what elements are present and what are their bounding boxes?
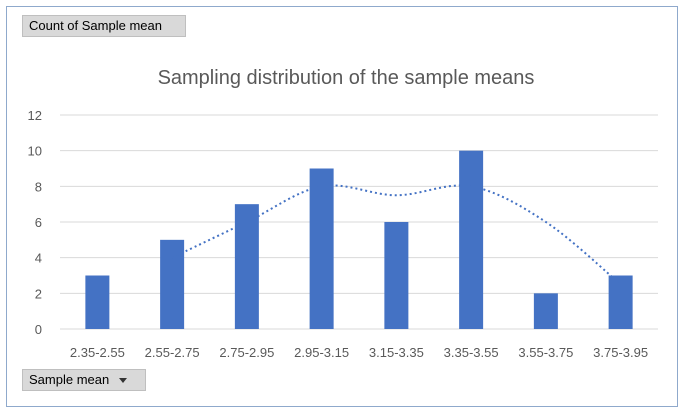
y-tick-label: 2: [35, 286, 42, 301]
x-tick-label: 3.15-3.35: [369, 345, 424, 360]
bar[interactable]: [384, 222, 409, 329]
trendline: [171, 184, 622, 286]
x-axis-ticks: 2.35-2.55 2.55-2.75 2.75-2.95 2.95-3.15 3.15…: [70, 345, 648, 360]
y-tick-label: 12: [28, 108, 42, 123]
chart-title: Sampling distribution of the sample mean…: [158, 67, 535, 89]
bar[interactable]: [160, 239, 185, 329]
bars: [85, 150, 633, 330]
x-tick-label: 2.55-2.75: [145, 345, 200, 360]
moving-average-line: [171, 184, 622, 286]
y-axis-ticks: 0 2 4 6 8 10 12: [28, 108, 42, 337]
x-tick-label: 2.75-2.95: [219, 345, 274, 360]
y-tick-label: 10: [28, 144, 42, 159]
bar[interactable]: [309, 168, 334, 330]
x-tick-label: 3.55-3.75: [518, 345, 573, 360]
chevron-down-icon[interactable]: [119, 378, 128, 384]
y-tick-label: 8: [35, 179, 42, 194]
values-field-label: Count of Sample mean: [29, 18, 162, 33]
bar[interactable]: [459, 150, 484, 329]
y-tick-label: 0: [35, 322, 42, 337]
bar[interactable]: [608, 275, 633, 330]
x-tick-label: 2.35-2.55: [70, 345, 125, 360]
chart-frame: [6, 6, 678, 407]
gridlines: [60, 114, 658, 330]
x-tick-label: 3.75-3.95: [593, 345, 648, 360]
bar[interactable]: [533, 293, 558, 329]
y-tick-label: 4: [35, 251, 42, 266]
values-field-button[interactable]: Count of Sample mean: [22, 15, 186, 37]
axis-field-label: Sample mean: [29, 372, 110, 387]
x-tick-label: 3.35-3.55: [444, 345, 499, 360]
x-tick-label: 2.95-3.15: [294, 345, 349, 360]
axis-field-button[interactable]: Sample mean: [22, 369, 146, 391]
bar[interactable]: [234, 204, 259, 329]
y-tick-label: 6: [35, 215, 42, 230]
bar[interactable]: [85, 275, 110, 330]
